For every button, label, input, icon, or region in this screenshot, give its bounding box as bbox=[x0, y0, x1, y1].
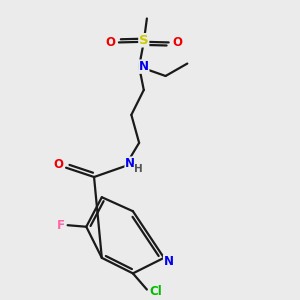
Text: O: O bbox=[53, 158, 63, 171]
Text: H: H bbox=[134, 164, 143, 174]
Text: N: N bbox=[139, 60, 149, 73]
Text: N: N bbox=[164, 255, 174, 268]
Text: F: F bbox=[57, 219, 65, 232]
Text: S: S bbox=[139, 34, 148, 47]
Text: Cl: Cl bbox=[149, 285, 162, 298]
Text: N: N bbox=[125, 157, 135, 170]
Text: O: O bbox=[172, 36, 182, 49]
Text: O: O bbox=[106, 36, 116, 49]
